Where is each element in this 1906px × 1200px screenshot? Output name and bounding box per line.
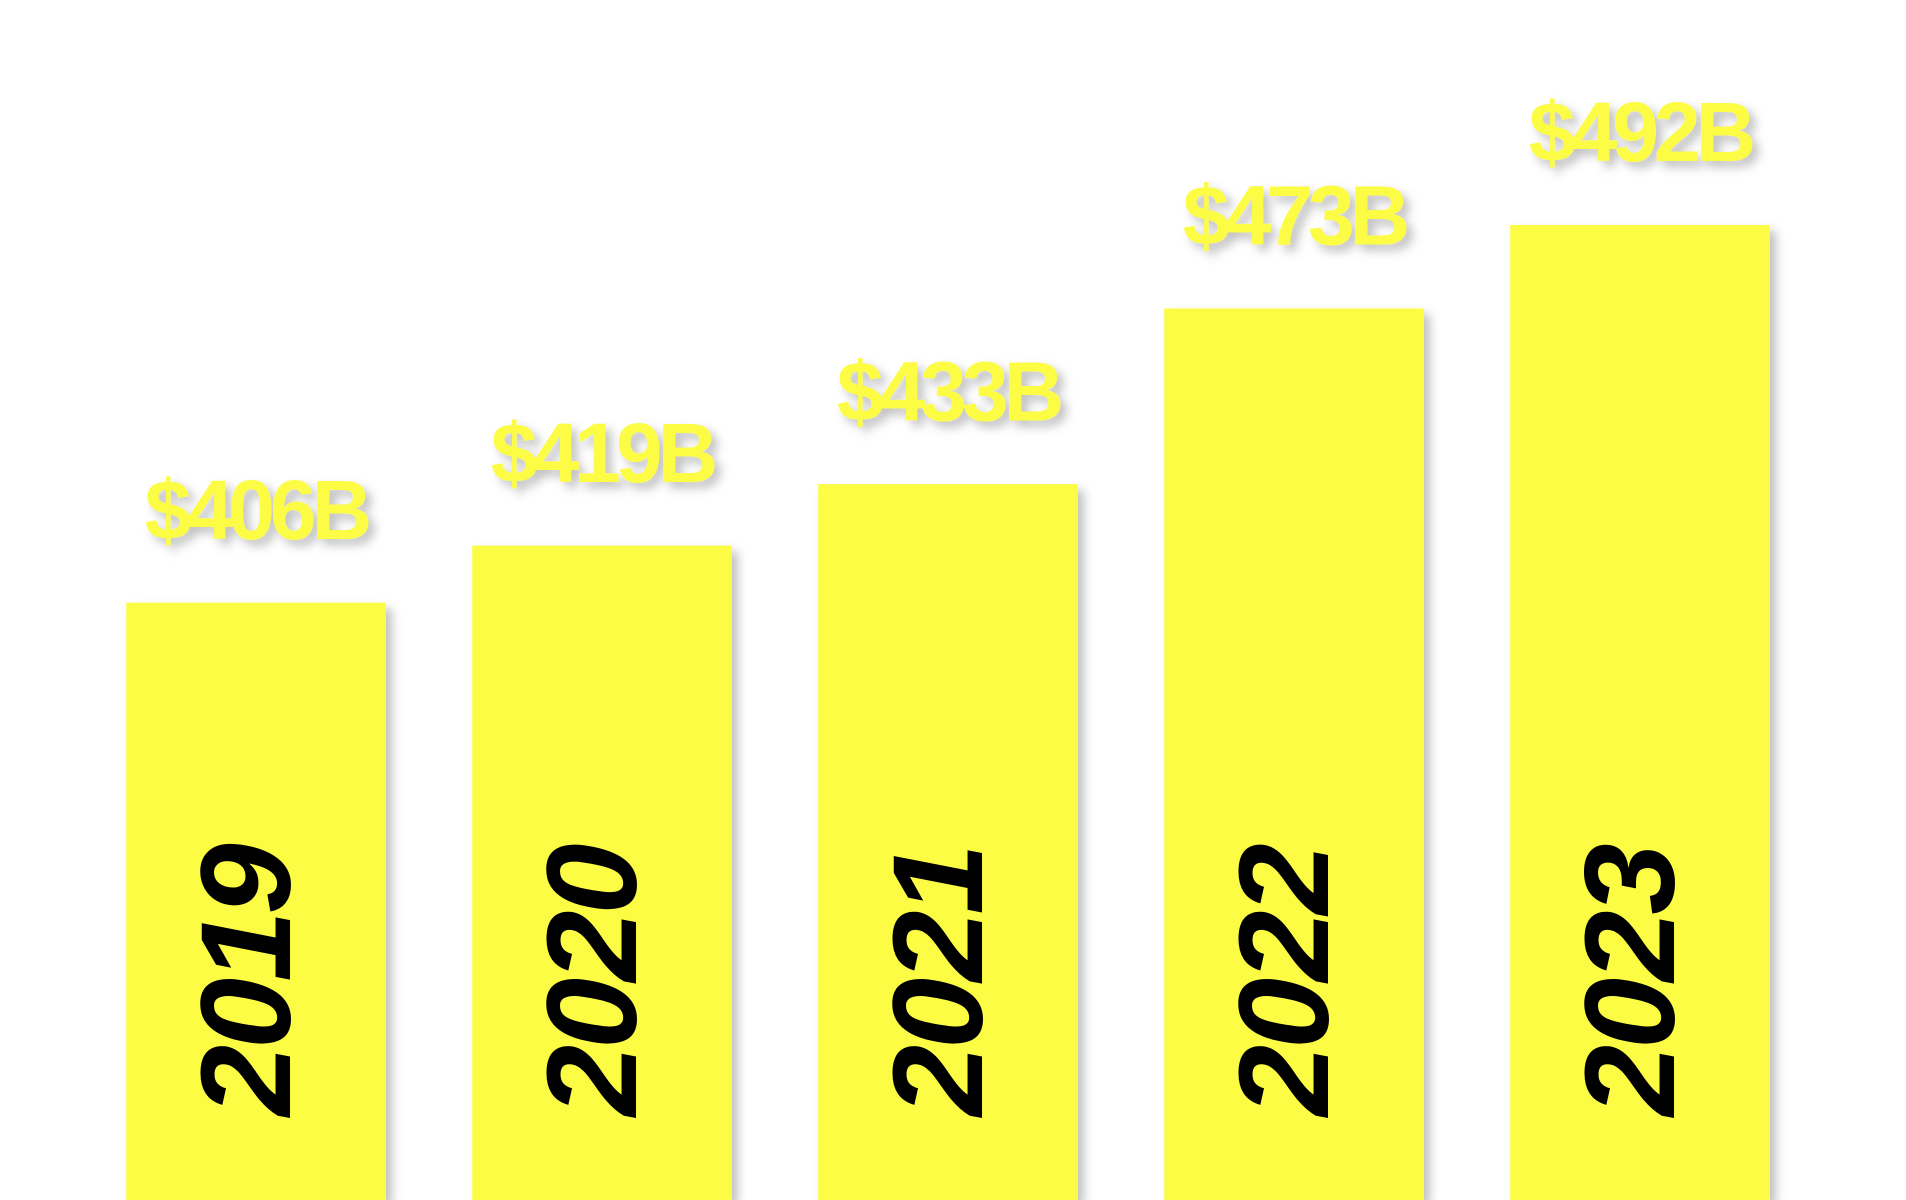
value-label: $492B: [1529, 85, 1753, 179]
category-label: 2021: [867, 847, 1010, 1118]
value-label: $419B: [491, 406, 715, 500]
value-label: $406B: [145, 463, 369, 557]
bar: [1510, 224, 1770, 1200]
bar: [818, 484, 1078, 1200]
category-label: 2020: [521, 844, 664, 1118]
value-label: $433B: [837, 344, 1061, 438]
bar: [472, 545, 732, 1200]
bar: [1164, 308, 1424, 1200]
value-label: $473B: [1183, 169, 1407, 263]
category-label: 2022: [1213, 844, 1356, 1118]
category-label: 2023: [1559, 844, 1702, 1118]
bar: [126, 602, 386, 1200]
category-label: 2019: [175, 843, 318, 1118]
